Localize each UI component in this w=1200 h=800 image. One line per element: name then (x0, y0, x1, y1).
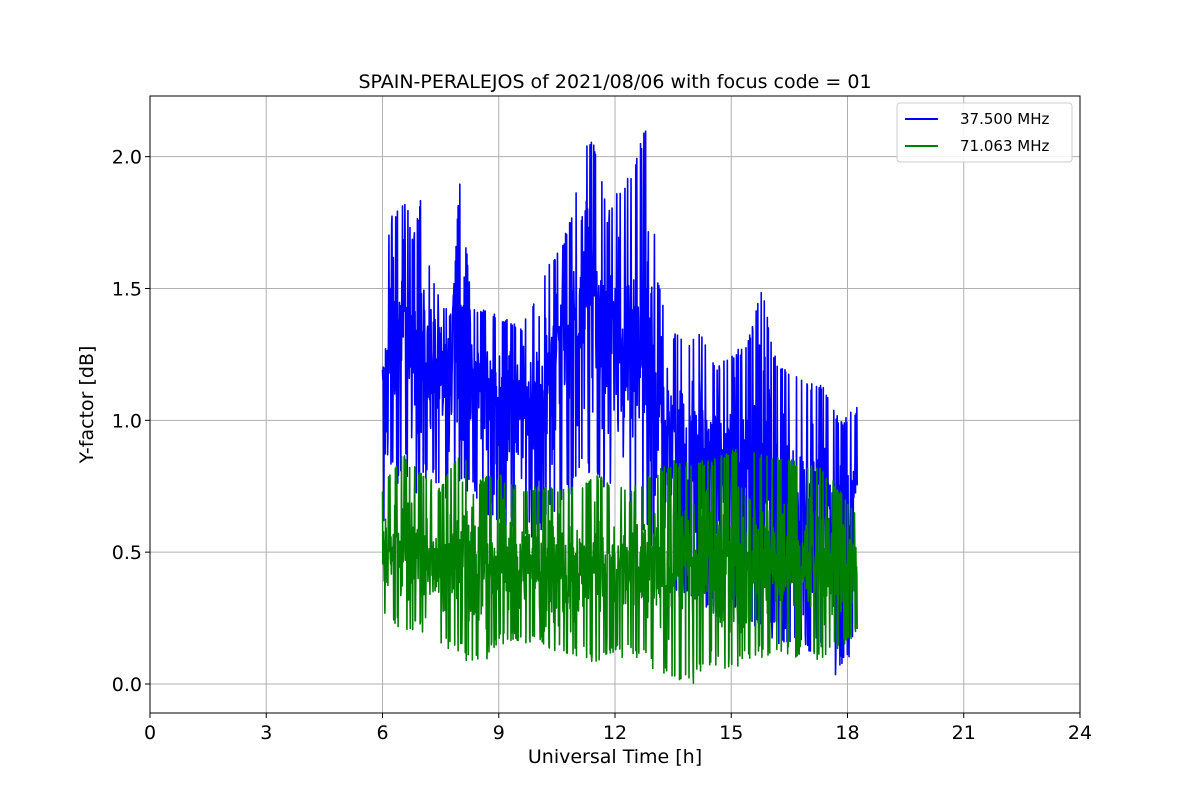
y-axis-label: Y-factor [dB] (76, 346, 98, 465)
y-tick-label: 0.5 (112, 542, 142, 564)
x-axis: 0 3 6 9 12 15 18 21 24 (144, 713, 1092, 744)
x-tick-label: 12 (603, 722, 627, 744)
chart-title: SPAIN-PERALEJOS of 2021/08/06 with focus… (358, 71, 871, 93)
x-axis-label: Universal Time [h] (528, 746, 702, 768)
legend-label-71-063-mhz: 71.063 MHz (960, 137, 1049, 155)
y-axis: 0.0 0.5 1.0 1.5 2.0 (112, 147, 150, 696)
y-tick-label: 1.0 (112, 410, 142, 432)
y-tick-label: 1.5 (112, 278, 142, 300)
x-tick-label: 24 (1068, 722, 1092, 744)
y-tick-label: 0.0 (112, 674, 142, 696)
x-tick-label: 21 (952, 722, 976, 744)
x-tick-label: 0 (144, 722, 156, 744)
x-tick-label: 18 (835, 722, 859, 744)
series-layer (381, 130, 858, 684)
legend-box (896, 102, 1073, 163)
x-tick-label: 9 (493, 722, 505, 744)
x-tick-label: 15 (719, 722, 743, 744)
legend-label-37-500-mhz: 37.500 MHz (960, 110, 1049, 128)
x-tick-label: 3 (260, 722, 272, 744)
y-tick-label: 2.0 (112, 147, 142, 169)
legend: 37.500 MHz 71.063 MHz (896, 102, 1073, 163)
x-tick-label: 6 (376, 722, 388, 744)
series-line-71-063-mhz (381, 448, 858, 684)
